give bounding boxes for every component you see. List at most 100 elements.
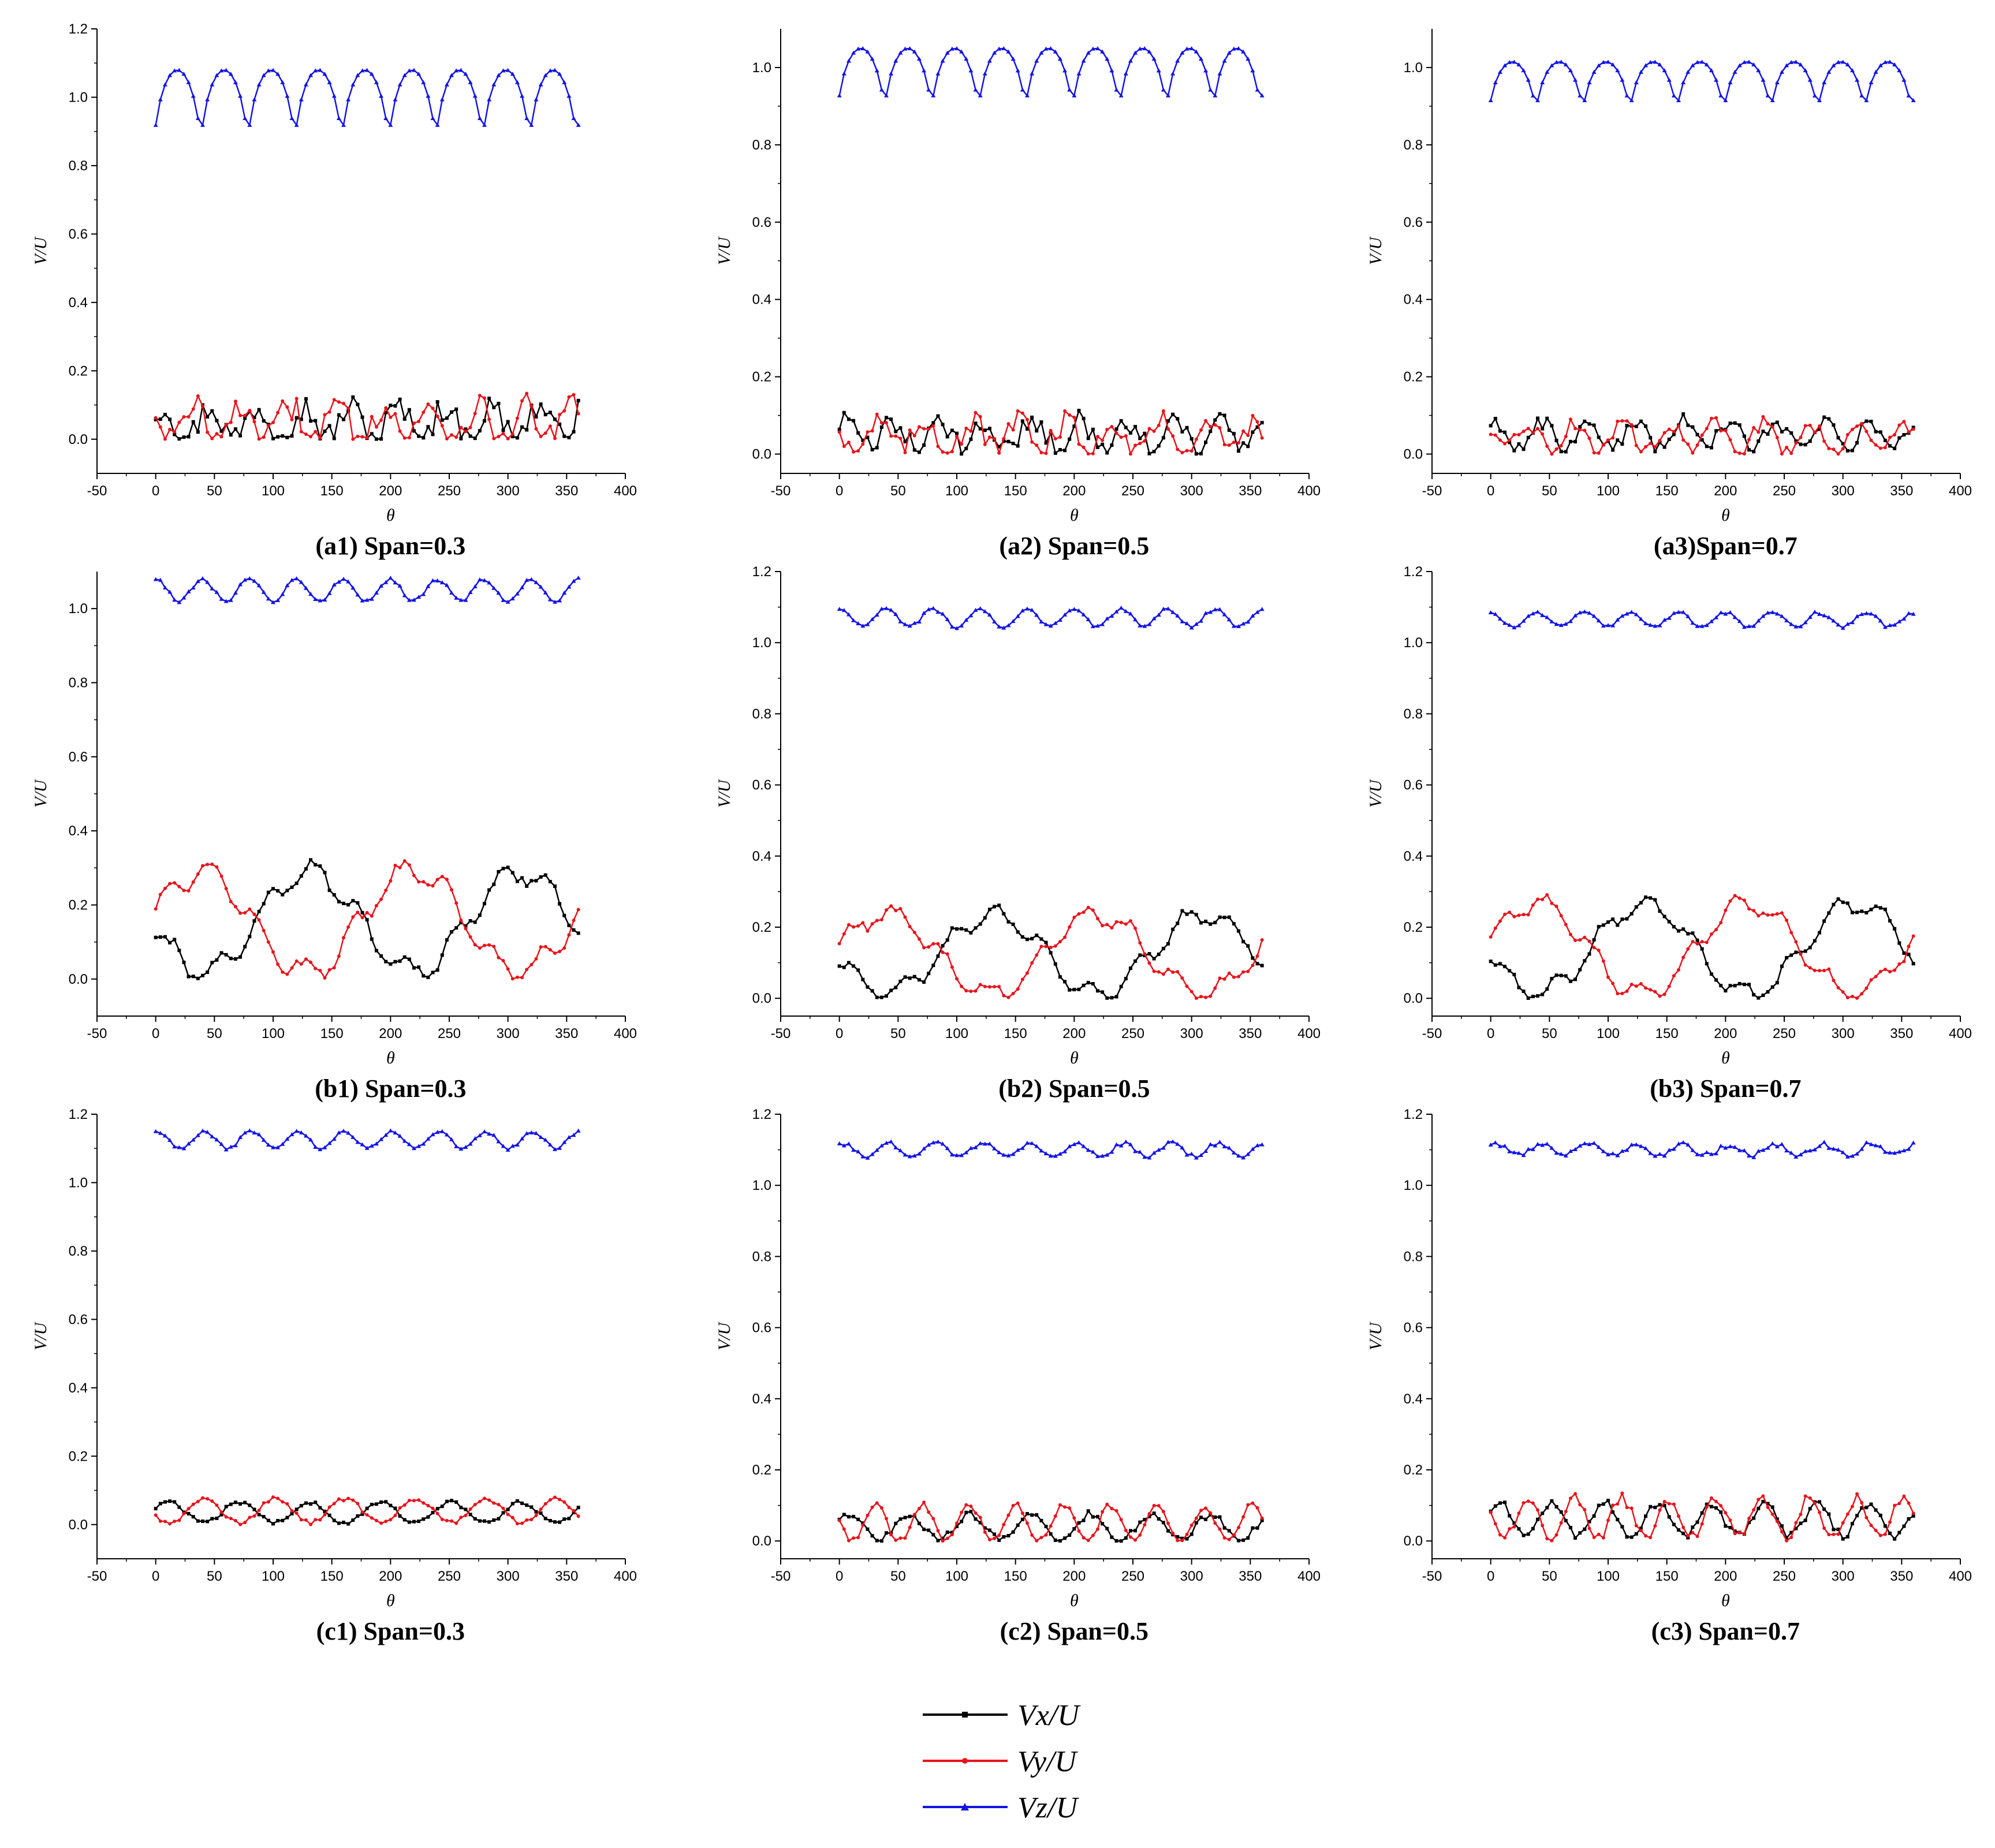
x-tick-label: 150 (1004, 1569, 1027, 1584)
data-point (1508, 1527, 1512, 1531)
data-point (1526, 427, 1530, 431)
data-point (168, 1522, 172, 1526)
y-tick-label: 0.0 (1404, 447, 1423, 462)
data-point (492, 1501, 496, 1505)
data-point (1794, 950, 1798, 954)
data-point (987, 908, 991, 912)
x-axis-title: θ (1070, 1048, 1079, 1067)
data-point (187, 415, 191, 419)
data-point (422, 880, 426, 884)
data-point (1803, 1494, 1807, 1498)
data-point (233, 957, 237, 961)
data-point (1648, 622, 1653, 627)
data-point (553, 1495, 557, 1499)
data-point (1808, 439, 1812, 443)
data-point (1062, 1149, 1068, 1153)
data-point (191, 420, 195, 424)
data-point (483, 1496, 486, 1500)
x-tick-label: 200 (1714, 1569, 1737, 1584)
data-point (450, 1499, 454, 1503)
data-point (1897, 68, 1902, 73)
data-point (177, 1518, 181, 1522)
data-point (299, 430, 303, 434)
data-point (1832, 423, 1836, 427)
y-tick-label: 0.4 (69, 295, 88, 311)
data-point (1006, 49, 1011, 54)
data-point (1554, 1504, 1558, 1509)
data-point (323, 1513, 327, 1517)
data-point (922, 427, 926, 431)
data-point (993, 985, 997, 989)
data-point (1204, 919, 1208, 923)
data-point (445, 416, 449, 420)
data-point (936, 942, 940, 946)
y-tick-label: 0.4 (752, 849, 771, 864)
data-point (842, 932, 846, 936)
data-point (1667, 427, 1671, 431)
data-point (1737, 981, 1742, 985)
data-point (1695, 942, 1699, 946)
data-point (1578, 1531, 1582, 1535)
data-point (1681, 610, 1686, 614)
y-tick-label: 0.4 (752, 292, 771, 308)
data-point (1208, 610, 1213, 614)
data-point (931, 421, 935, 425)
data-point (1864, 98, 1869, 102)
data-point (1086, 1148, 1091, 1152)
data-point (1620, 442, 1624, 446)
data-point (1203, 68, 1209, 73)
data-point (1255, 420, 1259, 424)
y-tick-label: 1.0 (1404, 1178, 1423, 1193)
data-point (1096, 917, 1099, 921)
data-point (1563, 1153, 1568, 1158)
data-point (1086, 50, 1091, 55)
data-point (1559, 973, 1563, 977)
data-point (1030, 71, 1035, 76)
y-tick-label: 1.0 (752, 60, 771, 76)
data-point (1554, 59, 1559, 64)
data-point (936, 414, 940, 418)
data-point (852, 1536, 856, 1540)
data-point (431, 884, 435, 888)
data-point (172, 598, 177, 602)
data-point (1718, 1143, 1724, 1148)
data-point (1911, 427, 1915, 431)
data-point (454, 901, 458, 905)
data-point (1039, 1148, 1044, 1153)
data-point (1831, 63, 1836, 68)
data-point (916, 1151, 922, 1156)
x-tick-label: 50 (1542, 483, 1557, 499)
data-point (562, 1517, 566, 1521)
data-point (1246, 434, 1250, 438)
data-point (1695, 1520, 1699, 1524)
data-point (1545, 615, 1550, 619)
data-point (1222, 977, 1226, 981)
data-point (1649, 441, 1653, 445)
x-tick-label: 300 (1180, 483, 1203, 499)
data-point (1737, 1530, 1742, 1535)
data-point (1756, 1148, 1761, 1153)
data-point (1724, 1524, 1728, 1528)
data-point (1897, 1502, 1901, 1506)
data-point (870, 989, 874, 993)
data-point (1724, 908, 1728, 912)
data-point (1512, 1521, 1516, 1525)
data-point (1166, 606, 1170, 611)
data-point (1742, 983, 1746, 987)
data-point (1714, 1499, 1718, 1503)
data-point (1836, 1147, 1841, 1152)
data-point (837, 964, 841, 968)
data-point (1873, 614, 1878, 618)
x-tick-label: 100 (262, 1026, 285, 1041)
y-tick-label: 0.4 (69, 1380, 88, 1396)
data-point (1531, 431, 1535, 435)
data-point (548, 1498, 552, 1502)
data-point (280, 80, 285, 84)
data-point (1869, 420, 1873, 424)
data-point (1198, 618, 1203, 623)
data-point (1864, 1140, 1869, 1144)
data-point (1676, 610, 1681, 614)
data-point (1260, 1516, 1264, 1520)
data-point (200, 122, 205, 127)
data-point (506, 420, 510, 424)
